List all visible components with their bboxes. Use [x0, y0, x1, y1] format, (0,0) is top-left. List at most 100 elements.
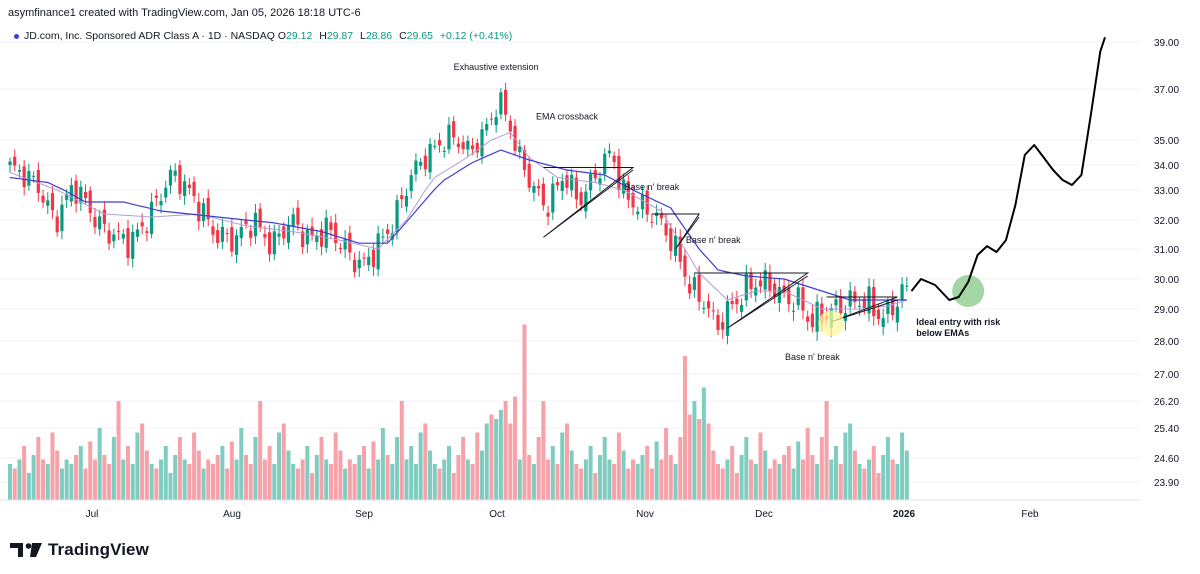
candle-body	[211, 226, 215, 235]
candle-body	[13, 156, 17, 166]
volume-bar	[857, 464, 862, 500]
candle-body	[46, 200, 50, 206]
volume-bar	[815, 464, 820, 500]
volume-bar	[522, 324, 527, 500]
candle-body	[329, 222, 333, 230]
volume-bar	[682, 356, 687, 500]
volume-bar	[371, 441, 376, 500]
volume-bar	[697, 419, 702, 500]
candle-body	[725, 301, 730, 336]
volume-bar	[111, 437, 116, 500]
candle-body	[565, 175, 569, 188]
candle-body	[282, 226, 286, 239]
volume-bar	[262, 459, 267, 500]
volume-bar	[192, 432, 197, 500]
candle-body	[532, 185, 536, 193]
volume-bar	[295, 468, 300, 500]
volume-bar	[895, 464, 900, 500]
tradingview-logo[interactable]: TradingView	[10, 540, 149, 560]
volume-bar	[451, 473, 456, 500]
volume-bar	[83, 468, 88, 500]
volume-bar	[229, 441, 234, 500]
candle-body	[744, 273, 748, 301]
volume-bar	[791, 468, 796, 500]
candle-body	[79, 186, 83, 204]
volume-bar	[456, 455, 461, 500]
candle-body	[740, 304, 744, 312]
candle-body	[891, 299, 895, 316]
volume-bar	[258, 401, 263, 500]
volume-bar	[310, 473, 315, 500]
tradingview-wordmark: TradingView	[48, 540, 149, 559]
candle-body	[60, 204, 64, 232]
volume-bar	[607, 459, 612, 500]
volume-bar	[716, 464, 720, 500]
volume-bar	[428, 450, 433, 500]
annotation-label: Base n' break	[625, 182, 680, 192]
projection-path	[910, 36, 1106, 301]
candle-body	[277, 233, 281, 237]
volume-bar	[640, 455, 645, 500]
candle-body	[895, 306, 899, 323]
volume-bar	[50, 432, 55, 500]
candle-body	[272, 231, 276, 255]
close-value: 29.65	[406, 30, 433, 42]
volume-bar	[8, 464, 12, 500]
candle-body	[551, 183, 555, 213]
volume-bar	[239, 428, 244, 500]
volume-bar	[777, 464, 782, 500]
candle-body	[763, 270, 767, 290]
volume-bar	[706, 423, 711, 500]
candle-body	[263, 234, 267, 238]
volume-bar	[399, 401, 404, 500]
candle-body	[352, 259, 357, 273]
candle-body	[706, 301, 711, 309]
candle-body	[381, 236, 385, 238]
volume-bar	[442, 459, 447, 500]
volume-bar	[418, 432, 423, 500]
volume-bar	[225, 468, 230, 500]
candle-body	[192, 181, 196, 197]
candle-body	[400, 195, 404, 200]
volume-bar	[26, 473, 31, 500]
volume-bar	[885, 437, 890, 500]
volume-bar	[687, 414, 692, 500]
candle-body	[442, 150, 446, 152]
candle-body	[730, 300, 734, 305]
volume-bar	[498, 410, 503, 500]
volume-bar	[480, 450, 484, 500]
volume-bar	[163, 446, 168, 500]
candle-body	[69, 185, 73, 202]
volume-bar	[508, 423, 513, 500]
annotation-label: Exhaustive extension	[454, 62, 539, 72]
volume-bar	[130, 464, 135, 500]
volume-bar	[701, 387, 706, 500]
candle-body	[485, 124, 489, 131]
base-triangle-4	[826, 296, 898, 323]
candle-body	[470, 145, 475, 150]
candle-body	[872, 287, 876, 317]
volume-bar	[376, 459, 381, 500]
volume-bar	[758, 432, 763, 500]
volume-bar	[333, 432, 338, 500]
volume-bar	[253, 437, 258, 500]
candle-body	[522, 150, 527, 171]
volume-bar	[484, 423, 489, 500]
time-axis-label: Feb	[1021, 509, 1039, 520]
candle-body	[711, 310, 715, 312]
volume-bar	[867, 459, 872, 500]
time-axis-label: Aug	[223, 509, 241, 520]
volume-bar	[612, 464, 617, 500]
volume-bar	[513, 396, 518, 500]
candle-body	[65, 193, 69, 200]
volume-bar	[319, 437, 324, 500]
volume-bar	[144, 450, 149, 500]
entry-zone-circle	[952, 275, 985, 307]
candle-body	[362, 257, 366, 259]
volume-bar	[720, 468, 725, 500]
volume-bar	[187, 464, 192, 500]
candle-body	[721, 322, 725, 330]
time-axis-label: Jul	[86, 509, 99, 520]
candle-body	[456, 143, 460, 148]
